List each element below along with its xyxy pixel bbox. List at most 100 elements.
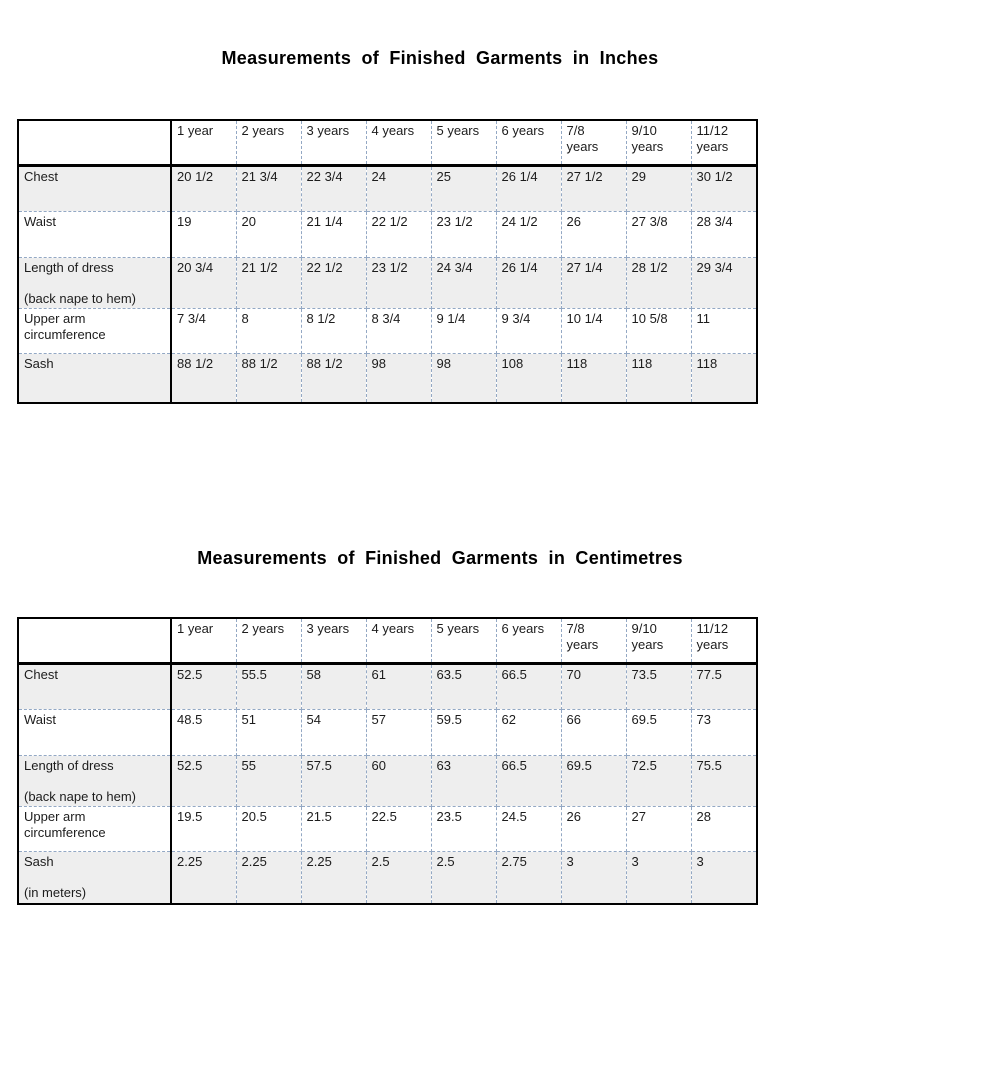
measurement-cell: 21 1/2: [235, 256, 302, 309]
measurement-cell: 24: [365, 164, 432, 212]
table-row: Chest 52.5 55.5 58 61 63.5 66.5 70 73.5 77.5: [17, 662, 758, 710]
measurement-cell: 118: [560, 353, 627, 404]
age-column-header: 5 years: [430, 617, 497, 665]
corner-header-cell: [17, 119, 172, 167]
measurement-cell: 57.5: [300, 754, 367, 807]
measurement-cell: 20.5: [235, 806, 302, 852]
measurement-cell: 73.5: [625, 662, 692, 710]
measurement-cell: 27 1/2: [560, 164, 627, 212]
measurement-cell: 19: [170, 210, 237, 258]
age-column-header: 11/12 years: [690, 119, 758, 167]
table-row: Upper arm circumference 19.5 20.5 21.5 22.5 2…: [17, 806, 758, 852]
measurement-cell: 25: [430, 164, 497, 212]
age-column-header: 6 years: [495, 119, 562, 167]
measurement-cell: 72.5: [625, 754, 692, 807]
measurement-cell: 23.5: [430, 806, 497, 852]
measurement-cell: 26 1/4: [495, 256, 562, 309]
measurement-cell: 60: [365, 754, 432, 807]
measurement-cell: 55.5: [235, 662, 302, 710]
measurement-cell: 59.5: [430, 708, 497, 756]
row-label: Sash: [17, 353, 172, 404]
age-column-header: 9/10 years: [625, 119, 692, 167]
measurement-cell: 20 3/4: [170, 256, 237, 309]
measurement-cell: 69.5: [560, 754, 627, 807]
measurement-cell: 66.5: [495, 754, 562, 807]
measurement-cell: 55: [235, 754, 302, 807]
measurement-cell: 63.5: [430, 662, 497, 710]
measurement-cell: 10 1/4: [560, 308, 627, 354]
row-label: Length of dress (back nape to hem): [17, 256, 172, 309]
measurement-cell: 26: [560, 806, 627, 852]
header-row: 1 year 2 years 3 years 4 years 5 years 6 year…: [17, 119, 758, 167]
age-column-header: 3 years: [300, 119, 367, 167]
measurement-cell: 2.25: [235, 851, 302, 905]
measurement-cell: 28 3/4: [690, 210, 758, 258]
measurement-cell: 63: [430, 754, 497, 807]
measurement-cell: 58: [300, 662, 367, 710]
measurement-cell: 10 5/8: [625, 308, 692, 354]
measurements-table-inches: 1 year 2 years 3 years 4 years 5 years 6 year…: [17, 119, 758, 404]
measurement-cell: 98: [365, 353, 432, 404]
measurement-cell: 23 1/2: [430, 210, 497, 258]
measurement-cell: 52.5: [170, 754, 237, 807]
row-label: Chest: [17, 164, 172, 212]
measurement-cell: 66.5: [495, 662, 562, 710]
row-label: Sash (in meters): [17, 851, 172, 905]
measurement-cell: 75.5: [690, 754, 758, 807]
corner-header-cell: [17, 617, 172, 665]
measurement-cell: 3: [560, 851, 627, 905]
measurement-cell: 24 3/4: [430, 256, 497, 309]
table-row: Sash 88 1/2 88 1/2 88 1/2 98 98 108 118 118 118: [17, 353, 758, 404]
age-column-header: 7/8 years: [560, 119, 627, 167]
measurement-cell: 69.5: [625, 708, 692, 756]
age-column-header: 2 years: [235, 119, 302, 167]
measurement-cell: 11: [690, 308, 758, 354]
table-row: Chest 20 1/2 21 3/4 22 3/4 24 25 26 1/4 27 1/2 2…: [17, 164, 758, 212]
measurement-cell: 70: [560, 662, 627, 710]
measurement-cell: 52.5: [170, 662, 237, 710]
age-column-header: 7/8 years: [560, 617, 627, 665]
header-row: 1 year 2 years 3 years 4 years 5 years 6 year…: [17, 617, 758, 665]
measurement-cell: 73: [690, 708, 758, 756]
row-label: Upper arm circumference: [17, 308, 172, 354]
measurement-cell: 2.5: [430, 851, 497, 905]
age-column-header: 1 year: [170, 617, 237, 665]
measurement-cell: 57: [365, 708, 432, 756]
measurement-cell: 9 3/4: [495, 308, 562, 354]
age-column-header: 1 year: [170, 119, 237, 167]
age-column-header: 4 years: [365, 119, 432, 167]
measurement-cell: 61: [365, 662, 432, 710]
measurement-cell: 2.25: [170, 851, 237, 905]
measurement-cell: 2.75: [495, 851, 562, 905]
measurement-cell: 48.5: [170, 708, 237, 756]
measurement-cell: 2.25: [300, 851, 367, 905]
measurement-cell: 22 3/4: [300, 164, 367, 212]
measurement-cell: 24 1/2: [495, 210, 562, 258]
measurement-cell: 29 3/4: [690, 256, 758, 309]
measurement-cell: 88 1/2: [170, 353, 237, 404]
measurement-cell: 8 3/4: [365, 308, 432, 354]
measurement-cell: 27 3/8: [625, 210, 692, 258]
measurement-cell: 108: [495, 353, 562, 404]
measurement-cell: 27 1/4: [560, 256, 627, 309]
measurement-cell: 26: [560, 210, 627, 258]
age-column-header: 6 years: [495, 617, 562, 665]
row-label: Length of dress (back nape to hem): [17, 754, 172, 807]
measurement-cell: 28 1/2: [625, 256, 692, 309]
measurement-cell: 28: [690, 806, 758, 852]
measurement-cell: 21.5: [300, 806, 367, 852]
age-column-header: 9/10 years: [625, 617, 692, 665]
measurements-table-centimetres: 1 year 2 years 3 years 4 years 5 years 6 year…: [17, 617, 758, 905]
age-column-header: 4 years: [365, 617, 432, 665]
measurement-cell: 20: [235, 210, 302, 258]
measurement-cell: 3: [690, 851, 758, 905]
row-label: Chest: [17, 662, 172, 710]
table-title-centimetres: Measurements of Finished Garments in Cen…: [197, 548, 683, 568]
measurement-cell: 51: [235, 708, 302, 756]
measurement-cell: 27: [625, 806, 692, 852]
measurement-cell: 8: [235, 308, 302, 354]
table-row: Length of dress (back nape to hem) 52.5 55…: [17, 754, 758, 807]
measurement-cell: 24.5: [495, 806, 562, 852]
measurement-cell: 9 1/4: [430, 308, 497, 354]
table-row: Waist 48.5 51 54 57 59.5 62 66 69.5 73: [17, 708, 758, 756]
